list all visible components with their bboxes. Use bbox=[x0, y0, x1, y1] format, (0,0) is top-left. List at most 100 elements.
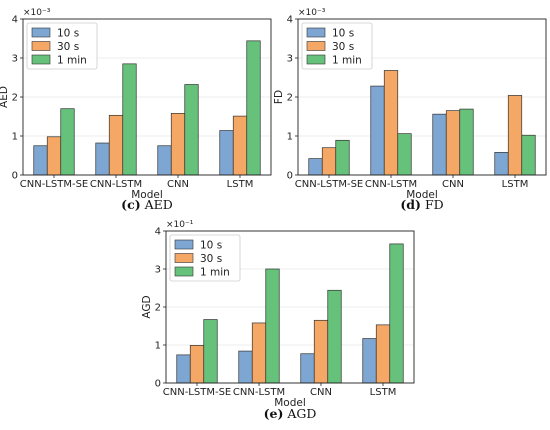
bar-30s-cnn-lstm bbox=[108, 114, 124, 176]
legend-label: 1 min bbox=[200, 267, 230, 279]
bar-10s-cnn-lstm-se bbox=[33, 145, 48, 176]
bar-1min-cnn-lstm bbox=[397, 133, 412, 176]
x-tick-label: LSTM bbox=[370, 387, 397, 398]
plot-frame bbox=[297, 18, 547, 176]
bar-1min-cnn bbox=[184, 84, 199, 176]
axis-scale-label: ×10⁻³ bbox=[298, 8, 326, 18]
x-tick-label: CNN-LSTM bbox=[233, 387, 285, 398]
x-axis-label: Model bbox=[274, 397, 306, 409]
legend-label: 10 s bbox=[200, 240, 222, 252]
axis-scale-label: ×10⁻³ bbox=[23, 8, 51, 18]
x-tick-label: CNN-LSTM-SE bbox=[20, 179, 88, 190]
legend-swatch bbox=[306, 41, 326, 51]
bar-10s-cnn-lstm bbox=[238, 350, 253, 384]
bar-10s-cnn-lstm-se bbox=[176, 354, 191, 384]
panel-caption: (d) FD bbox=[400, 197, 443, 212]
legend-label: 10 s bbox=[332, 28, 354, 40]
plot-frame bbox=[165, 230, 415, 384]
y-tick-label: 1 bbox=[12, 132, 18, 143]
y-axis-label: AGD bbox=[141, 295, 153, 318]
caption-text: FD bbox=[425, 197, 444, 212]
x-tick-label: CNN bbox=[310, 387, 332, 398]
caption-letter: (c) bbox=[121, 197, 140, 212]
y-tick-label: 0 bbox=[12, 171, 18, 182]
x-tick-label: LSTM bbox=[502, 179, 529, 190]
bar-30s-cnn-lstm-se bbox=[321, 147, 337, 176]
y-tick-label: 4 bbox=[155, 227, 161, 238]
legend-swatch bbox=[31, 54, 51, 65]
x-axis-label: Model bbox=[131, 189, 163, 201]
bar-30s-lstm bbox=[375, 324, 391, 384]
bar-1min-cnn-lstm bbox=[122, 63, 137, 176]
y-tick-label: 3 bbox=[12, 54, 18, 65]
legend-label: 30 s bbox=[200, 253, 222, 265]
bar-10s-cnn-lstm bbox=[95, 142, 110, 176]
bar-1min-cnn-lstm-se bbox=[335, 139, 350, 176]
y-tick-label: 4 bbox=[287, 15, 293, 26]
x-tick-label: LSTM bbox=[227, 179, 254, 190]
bar-30s-lstm bbox=[232, 115, 248, 176]
y-tick-label: 2 bbox=[12, 93, 18, 104]
bar-30s-cnn bbox=[170, 113, 186, 176]
panel-caption: (c) AED bbox=[121, 197, 173, 212]
bar-1min-cnn-lstm bbox=[265, 268, 280, 384]
legend: 10 s30 s 1 min bbox=[301, 22, 373, 70]
bar-10s-lstm bbox=[494, 152, 509, 176]
legend-swatch bbox=[31, 27, 51, 38]
x-tick-label: CNN-LSTM bbox=[365, 179, 417, 190]
bar-10s-cnn-lstm-se bbox=[308, 158, 323, 176]
y-tick-label: 4 bbox=[12, 15, 18, 26]
bar-1min-lstm bbox=[246, 40, 261, 176]
bar-10s-cnn bbox=[157, 145, 172, 176]
caption-text: AED bbox=[144, 197, 173, 212]
y-tick-label: 1 bbox=[287, 132, 293, 143]
legend-swatch bbox=[306, 27, 326, 38]
bar-1min-cnn bbox=[327, 289, 342, 384]
bar-10s-lstm bbox=[219, 130, 234, 176]
bar-10s-cnn-lstm bbox=[370, 85, 385, 176]
bar-30s-cnn-lstm bbox=[251, 322, 267, 384]
bar-1min-cnn-lstm-se bbox=[60, 108, 75, 176]
bar-10s-cnn bbox=[432, 113, 447, 176]
bar-10s-cnn bbox=[300, 353, 315, 384]
legend-swatch bbox=[174, 239, 194, 250]
bar-30s-cnn bbox=[445, 110, 461, 176]
bar-30s-cnn-lstm-se bbox=[46, 136, 62, 176]
legend-label: 1 min bbox=[332, 55, 362, 67]
bar-1min-cnn bbox=[459, 108, 474, 176]
x-tick-label: CNN-LSTM-SE bbox=[295, 179, 363, 190]
y-tick-label: 0 bbox=[287, 171, 293, 182]
legend-swatch bbox=[31, 41, 51, 51]
bar-10s-lstm bbox=[362, 338, 377, 384]
legend-label: 10 s bbox=[57, 28, 79, 40]
plot-frame bbox=[22, 18, 272, 176]
bar-1min-lstm bbox=[389, 243, 404, 384]
caption-letter: (d) bbox=[400, 197, 421, 212]
y-axis-label: FD bbox=[273, 90, 285, 104]
legend-swatch bbox=[174, 253, 194, 263]
legend-label: 1 min bbox=[57, 55, 87, 67]
y-axis-label: AED bbox=[0, 86, 10, 108]
y-tick-label: 1 bbox=[155, 341, 161, 352]
x-tick-label: CNN bbox=[442, 179, 464, 190]
axis-scale-label: ×10⁻¹ bbox=[166, 220, 194, 230]
bar-30s-cnn-lstm bbox=[383, 70, 399, 176]
y-tick-label: 0 bbox=[155, 379, 161, 390]
panel-caption: (e) AGD bbox=[264, 406, 317, 421]
bar-30s-cnn bbox=[313, 319, 329, 384]
y-tick-label: 2 bbox=[155, 303, 161, 314]
x-tick-label: CNN-LSTM bbox=[90, 179, 142, 190]
legend-label: 30 s bbox=[57, 41, 79, 53]
legend: 10 s30 s 1 min bbox=[26, 22, 98, 70]
bar-1min-cnn-lstm-se bbox=[203, 319, 218, 384]
y-tick-label: 2 bbox=[287, 93, 293, 104]
x-axis-label: Model bbox=[406, 189, 438, 201]
legend: 10 s30 s 1 min bbox=[169, 234, 241, 282]
caption-letter: (e) bbox=[264, 406, 284, 421]
x-tick-label: CNN-LSTM-SE bbox=[163, 387, 231, 398]
legend-swatch bbox=[174, 266, 194, 277]
